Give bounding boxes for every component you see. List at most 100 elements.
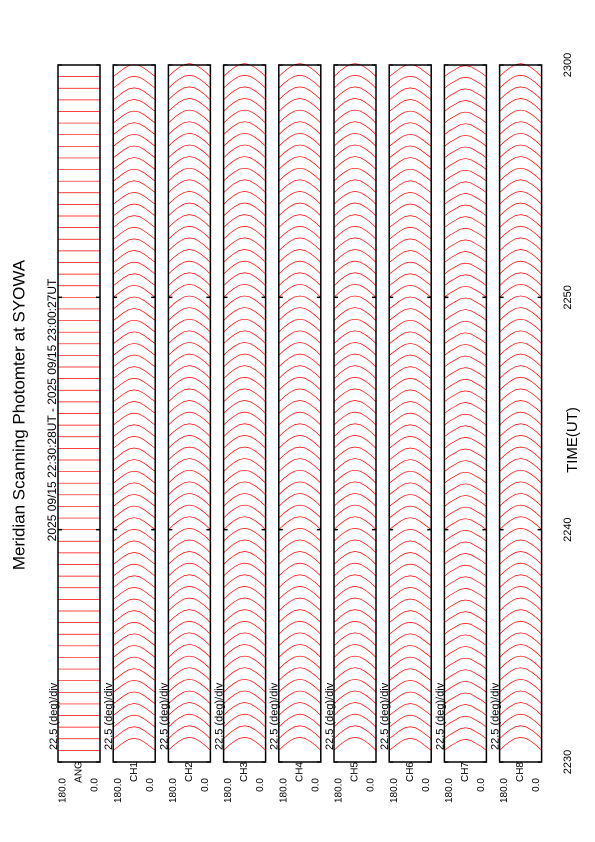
scan-line	[168, 562, 211, 577]
panel-frame	[388, 64, 432, 763]
scan-line	[223, 179, 266, 194]
scan-line	[223, 678, 266, 693]
scan-line	[223, 295, 266, 310]
scan-line	[168, 504, 211, 519]
scan-line	[444, 367, 487, 379]
scan-line	[388, 482, 432, 496]
scan-line	[112, 389, 156, 403]
y-tick-label: 180.0	[113, 778, 124, 803]
scan-line	[223, 562, 266, 577]
scan-line	[333, 678, 377, 693]
scan-line	[499, 318, 542, 333]
scan-line	[444, 471, 487, 484]
scan-line	[223, 260, 266, 275]
scan-line	[388, 87, 432, 101]
scan-line	[444, 239, 487, 252]
scan-line	[223, 388, 266, 403]
scan-line	[388, 343, 432, 356]
scan-line	[444, 506, 487, 519]
scan-line	[499, 504, 542, 519]
panel-frame	[112, 64, 156, 763]
scan-line	[388, 447, 432, 461]
scan-line	[278, 132, 322, 147]
scan-line	[168, 202, 211, 217]
scan-line	[333, 562, 377, 577]
scan-line	[499, 330, 542, 345]
scan-line	[278, 63, 322, 77]
scan-line	[168, 469, 211, 484]
scan-line	[278, 644, 322, 658]
scan-line	[388, 679, 432, 693]
scan-line	[112, 168, 156, 182]
scan-line	[278, 493, 322, 507]
scan-line	[223, 725, 266, 740]
scan-line	[278, 655, 322, 670]
y-tick-label: 0.0	[421, 778, 432, 792]
scan-line	[278, 179, 322, 194]
scan-line	[168, 551, 211, 565]
scan-line	[168, 678, 211, 693]
scan-line	[333, 411, 377, 426]
scan-line	[444, 262, 487, 275]
scan-line	[499, 272, 542, 286]
scan-line	[168, 516, 211, 530]
scan-line	[499, 737, 542, 751]
scan-line	[168, 179, 211, 194]
scan-line	[112, 424, 156, 438]
scale-label: 22.5 (deg)/div	[490, 682, 502, 750]
scan-line	[112, 99, 156, 112]
scan-line	[168, 74, 211, 89]
scan-line	[112, 110, 156, 124]
scan-line	[388, 412, 432, 426]
scan-line	[223, 249, 266, 263]
scan-line	[333, 620, 377, 635]
scan-line	[112, 482, 156, 496]
scan-line	[112, 122, 156, 135]
scan-line	[388, 540, 432, 554]
scan-line	[333, 63, 377, 77]
scan-line	[388, 238, 432, 252]
scan-line	[112, 215, 156, 228]
scan-line	[388, 284, 432, 298]
scan-line	[168, 307, 211, 321]
scan-line	[278, 481, 322, 496]
scan-line	[499, 365, 542, 379]
scan-line	[168, 260, 211, 275]
scan-line	[499, 516, 542, 530]
scan-line	[112, 226, 156, 240]
scan-line	[499, 702, 542, 716]
scan-line	[112, 679, 156, 693]
scan-line	[388, 157, 432, 170]
scan-line	[388, 377, 432, 391]
scan-line	[388, 726, 432, 740]
scan-line	[388, 261, 432, 275]
y-tick-label: 0.0	[145, 778, 156, 792]
scan-line	[388, 517, 432, 530]
scan-line	[278, 214, 322, 228]
scan-line	[278, 702, 322, 716]
scan-line	[278, 667, 322, 681]
scan-line	[168, 411, 211, 426]
scan-line	[444, 320, 487, 333]
scan-line	[444, 251, 487, 263]
scan-line	[388, 738, 432, 751]
scan-line	[278, 527, 322, 542]
scan-line	[278, 307, 322, 321]
scan-line	[278, 411, 322, 426]
scan-line	[388, 331, 432, 345]
scan-line	[388, 319, 432, 333]
scan-line	[112, 563, 156, 577]
scan-line	[168, 620, 211, 635]
y-tick-label: 180.0	[499, 778, 510, 803]
scan-line	[499, 551, 542, 565]
scan-line	[499, 644, 542, 658]
scan-line	[444, 204, 487, 217]
scan-line	[278, 260, 322, 275]
scan-line	[444, 390, 487, 403]
scan-line	[168, 98, 211, 112]
scan-line	[223, 644, 266, 658]
scan-line	[333, 132, 377, 147]
legend-label: CH3	[239, 762, 250, 782]
scan-line	[388, 621, 432, 635]
scan-line	[388, 110, 432, 124]
